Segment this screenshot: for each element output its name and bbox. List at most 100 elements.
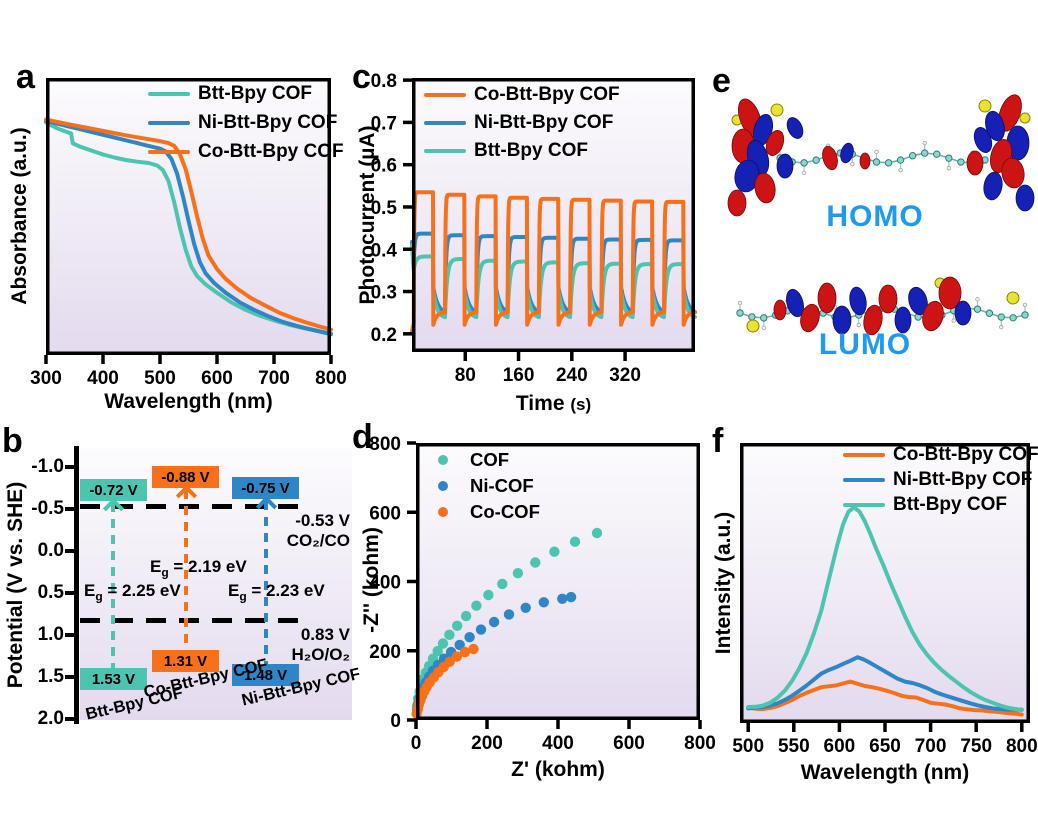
series-line-Co-Btt-Bpy COF: [410, 190, 697, 334]
legend-line-swatch: [424, 92, 466, 98]
panel-a-y-axis-label: Absorbance (a.u.): [8, 127, 31, 305]
y-tick-label: 600: [369, 503, 401, 524]
legend-item: Ni-Btt-Bpy COF: [843, 469, 1038, 491]
vb-bar-btt-bpy: 1.53 V: [80, 668, 147, 690]
legend-item: Co-Btt-Bpy COF: [148, 141, 344, 163]
x-tick-label: 300: [30, 368, 62, 389]
panel-d-x-axis-label: Z' (kohm): [511, 758, 605, 781]
series-line-Co-Btt-Bpy COF: [44, 117, 333, 332]
panel-f-x-axis-label: Wavelength (nm): [800, 761, 970, 784]
y-tick: [65, 717, 75, 721]
legend-label: Co-COF: [470, 501, 540, 522]
scatter-point-COF: [460, 610, 472, 622]
legend-label: COF: [470, 449, 510, 470]
legend-label: Co-Btt-Bpy COF: [893, 444, 1038, 465]
panel-letter-c: c: [352, 58, 371, 96]
x-tick-label: 160: [503, 365, 535, 386]
x-tick-label: 240: [556, 365, 588, 386]
x-tick-label: 600: [201, 368, 233, 389]
legend-label: Btt-Bpy COF: [474, 140, 588, 161]
scatter-point-Ni-COF: [557, 593, 568, 604]
x-tick-label: 700: [258, 368, 290, 389]
co2-co-redox-line: [80, 504, 308, 509]
scatter-point-COF: [512, 568, 524, 579]
cb-bar-co-btt-bpy: -0.88 V: [152, 466, 219, 488]
cb-bar-ni-btt-bpy: -0.75 V: [232, 477, 299, 499]
y-tick-label: 0: [390, 711, 401, 732]
x-tick-label: 800: [315, 368, 347, 389]
scatter-point-Co-COF: [451, 651, 462, 662]
x-tick-label: 500: [732, 736, 764, 757]
scatter-point-COF: [432, 645, 443, 657]
x-tick-label: 600: [613, 733, 645, 754]
plot-frame: [416, 443, 700, 720]
cb-bar-btt-bpy: -0.72 V: [80, 479, 147, 501]
redox-couple: CO₂/CO: [286, 531, 350, 550]
legend-item: Co-Btt-Bpy COF: [424, 84, 620, 106]
panel-letter-a: a: [16, 58, 35, 96]
h2o-o2-redox-label: 0.83 V H₂O/O₂: [232, 625, 350, 665]
pl-intensity-plot: 500 550 600 650 700 750 800: [732, 443, 1038, 757]
legend-line-swatch: [424, 148, 466, 154]
legend-line-swatch: [843, 477, 885, 483]
scatter-point-COF: [437, 638, 449, 649]
band-diagram-y-axis: [74, 446, 79, 724]
y-tick-label: 800: [369, 434, 401, 455]
x-tick-label: 500: [144, 368, 176, 389]
bandgap-label-btt-bpy: Eg = 2.25 eV: [84, 581, 181, 604]
y-tick-label: -1.0: [31, 456, 64, 477]
y-tick: [65, 465, 75, 469]
x-tick-label: 320: [609, 365, 641, 386]
panel-letter-f: f: [712, 422, 724, 460]
legend-item: Co-COF: [430, 501, 540, 523]
panel-f-legend: Co-Btt-Bpy COF Ni-Btt-Bpy COF Btt-Bpy COF: [843, 444, 1038, 516]
scatter-point-Co-COF: [459, 646, 471, 658]
homo-lumo-orbitals: [727, 94, 1035, 336]
x-tick-label: 650: [869, 736, 901, 757]
panel-letter-b: b: [2, 422, 23, 460]
scatter-point-Ni-COF: [565, 591, 577, 603]
series-line-Btt-Bpy COF: [44, 120, 333, 336]
plot-background: [740, 443, 1030, 723]
redox-potential: -0.53 V: [295, 511, 350, 530]
y-tick: [65, 633, 75, 637]
uv-vis-absorbance-plot: 300 400 500 600 700 800: [30, 78, 347, 389]
x-tick-label: 800: [684, 733, 716, 754]
panel-a-legend: Btt-Bpy COF Ni-Btt-Bpy COF Co-Btt-Bpy COF: [148, 83, 344, 163]
legend-line-swatch: [424, 120, 466, 126]
y-tick-label: 0.5: [37, 582, 64, 603]
legend-dot-swatch: [438, 507, 448, 517]
panel-letter-e: e: [712, 62, 731, 100]
bandgap-label-co-btt-bpy: Eg = 2.19 eV: [150, 557, 247, 580]
scatter-point-COF: [444, 629, 455, 640]
legend-item: COF: [430, 449, 540, 471]
legend-label: Ni-COF: [470, 475, 534, 496]
homo-orbital-image: [727, 94, 1035, 217]
x-tick-label: 400: [542, 733, 574, 754]
scatter-point-Ni-COF: [488, 616, 500, 628]
x-tick-label: 800: [1006, 736, 1038, 757]
series-line-Ni-Btt-Bpy COF: [746, 655, 1024, 712]
legend-label: Co-Btt-Bpy COF: [198, 141, 344, 162]
vb-bar-co-btt-bpy: 1.31 V: [152, 650, 219, 672]
y-tick-label: 1.0: [37, 624, 64, 645]
legend-label: Ni-Btt-Bpy COF: [198, 112, 338, 133]
plot-background: [416, 443, 700, 720]
y-tick: [65, 507, 75, 511]
bandgap-arrow-co-btt-bpy: [184, 490, 188, 650]
scatter-point-COF: [549, 546, 560, 557]
panel-f-y-axis-label: Intensity (a.u.): [712, 511, 735, 655]
y-tick-label: -0.5: [31, 498, 64, 519]
y-tick-label: 200: [369, 642, 401, 663]
scatter-point-Ni-COF: [538, 597, 549, 608]
legend-item: Btt-Bpy COF: [843, 494, 1038, 516]
x-tick-label: 200: [471, 733, 503, 754]
x-tick-label: 550: [778, 736, 810, 757]
y-tick-label: 0.0: [37, 540, 64, 561]
legend-label: Ni-Btt-Bpy COF: [893, 469, 1033, 490]
plot-frame: [46, 78, 331, 355]
series-line-Btt-Bpy COF: [746, 505, 1024, 712]
scatter-point-COF: [591, 527, 603, 539]
legend-label: Btt-Bpy COF: [893, 494, 1007, 515]
